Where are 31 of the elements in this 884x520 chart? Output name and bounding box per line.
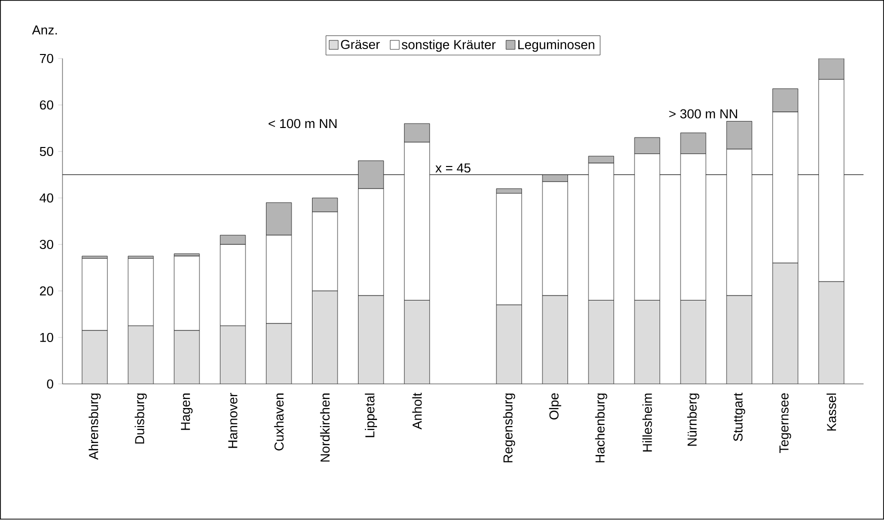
y-tick-label: 50 xyxy=(40,147,54,156)
y-tick-label: 70 xyxy=(40,54,54,64)
x-tick-label: Olpe xyxy=(549,394,562,420)
x-tick-label: Regensburg xyxy=(503,394,516,463)
legend-label: Leguminosen xyxy=(518,40,594,52)
annotation: > 300 m NN xyxy=(669,109,738,119)
y-tick-label: 0 xyxy=(46,380,54,389)
x-tick-label: Anholt xyxy=(412,393,422,430)
x-tick-label: Ahrensburg xyxy=(88,394,101,460)
y-tick-label: 60 xyxy=(40,100,54,110)
x-tick-label: Hagen xyxy=(180,394,193,430)
y-tick-label: 40 xyxy=(40,194,54,203)
x-tick-label: Hannover xyxy=(228,393,238,448)
y-axis-title: Anz. xyxy=(32,26,57,35)
x-tick-label: Duisburg xyxy=(134,394,147,444)
legend-label: sonstige Kräuter xyxy=(402,40,496,52)
annotation: < 100 m NN xyxy=(268,119,337,128)
x-tick-label: Hachenburg xyxy=(595,394,608,463)
x-tick-label: Cuxhaven xyxy=(274,394,284,451)
y-tick-label: 20 xyxy=(40,286,54,296)
x-tick-label: Stuttgart xyxy=(733,393,746,442)
x-tick-label: Hillesheim xyxy=(642,394,652,452)
legend-label: Gräser xyxy=(341,40,380,50)
y-tick-label: 10 xyxy=(40,333,54,342)
x-tick-label: Nürnberg xyxy=(687,394,700,446)
x-tick-label: Nordkirchen xyxy=(320,394,330,462)
y-tick-label: 30 xyxy=(40,240,54,250)
x-tick-label: Lippetal xyxy=(364,394,377,438)
ref-line-label: x = 45 xyxy=(435,164,470,173)
x-tick-label: Tegernsee xyxy=(780,394,792,454)
x-tick-label: Kassel xyxy=(826,394,836,431)
